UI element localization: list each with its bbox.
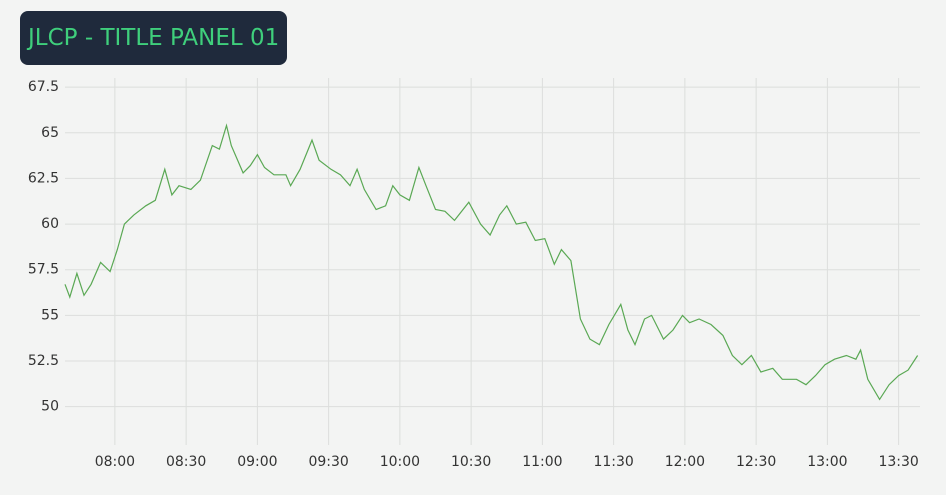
y-tick-label: 57.5 [28,262,59,278]
x-tick-label: 13:30 [878,454,918,470]
x-tick-label: 08:00 [95,454,135,470]
x-tick-label: 09:00 [237,454,277,470]
y-tick-label: 55 [41,307,59,323]
series-line [64,123,919,401]
x-tick-label: 11:30 [593,454,633,470]
y-tick-label: 60 [41,216,59,232]
x-tick-label: 10:00 [380,454,420,470]
x-tick-label: 12:30 [736,454,776,470]
x-tick-label: 12:00 [665,454,705,470]
x-tick-label: 13:00 [807,454,847,470]
x-tick-label: 11:00 [522,454,562,470]
y-tick-label: 67.5 [28,79,59,95]
y-tick-label: 50 [41,399,59,415]
x-tick-label: 10:30 [451,454,491,470]
x-tick-label: 08:30 [166,454,206,470]
y-tick-label: 62.5 [28,170,59,186]
x-tick-label: 09:30 [308,454,348,470]
y-tick-label: 65 [41,125,59,141]
title-panel: JLCP - TITLE PANEL 01 [20,11,288,65]
y-tick-label: 52.5 [28,353,59,369]
